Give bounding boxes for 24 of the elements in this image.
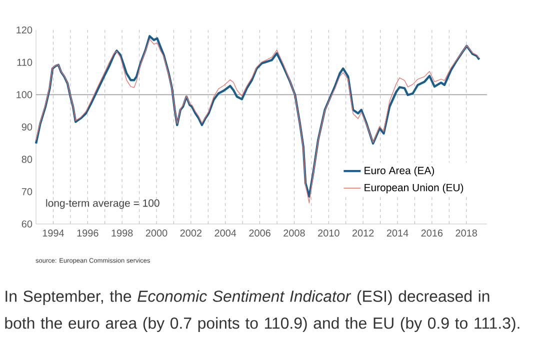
x-tick-label: 2000 (146, 230, 168, 237)
legend-label: Euro Area (EA) (364, 166, 434, 176)
x-tick-label: 2002 (180, 230, 202, 237)
y-tick-label: 80 (22, 156, 32, 163)
text: In September, the Economic Sentiment Indicator (ESI) decreased in both the euro area (by 0.7 points to 110.9) and the EU (by 0.9 to 111.3). (5, 290, 520, 332)
legend-label: European Union (EU) (364, 184, 464, 194)
x-tick-label: 2004 (214, 230, 236, 237)
x-tick-label: 1998 (112, 230, 133, 237)
x-tick-label: 1996 (77, 230, 98, 237)
y-tick-label: 90 (22, 123, 32, 131)
x-tick-label: 2010 (318, 230, 340, 237)
annotation: long-term average = 100 (46, 199, 160, 209)
x-tick-label: 2014 (386, 230, 408, 237)
x-tick-label: 2012 (352, 230, 374, 237)
x-tick-label: 2006 (249, 230, 270, 237)
y-tick-label: 100 (16, 91, 32, 98)
x-tick-label: 2018 (456, 230, 477, 237)
x-tick-label: 1994 (42, 230, 64, 237)
y-tick-label: 120 (16, 26, 32, 34)
y-tick-label: 110 (17, 58, 32, 66)
x-tick-label: 2016 (421, 230, 443, 237)
y-tick-label: 70 (22, 188, 32, 196)
x-tick-label: 2008 (284, 230, 305, 237)
y-tick-label: 60 (22, 220, 32, 228)
